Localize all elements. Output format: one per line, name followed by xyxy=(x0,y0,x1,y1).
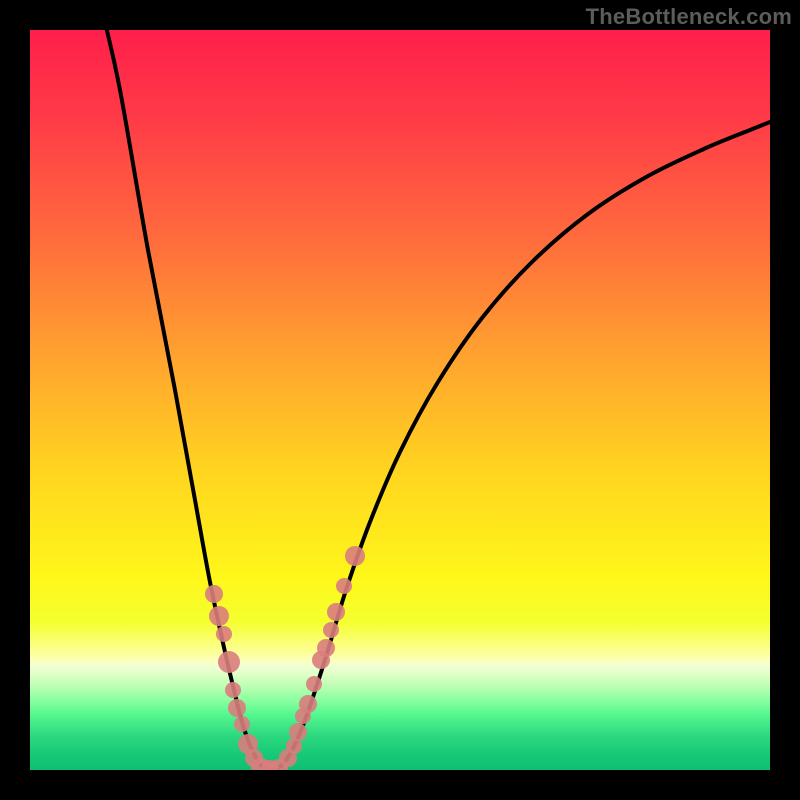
data-marker xyxy=(205,585,223,603)
data-marker xyxy=(323,622,339,638)
data-marker xyxy=(225,682,241,698)
data-marker xyxy=(289,723,307,741)
bottleneck-curve xyxy=(102,30,770,770)
data-marker xyxy=(299,695,317,713)
chart-frame: TheBottleneck.com xyxy=(0,0,800,800)
data-marker xyxy=(234,716,250,732)
data-marker xyxy=(209,606,229,626)
plot-area xyxy=(30,30,770,770)
data-marker xyxy=(216,626,232,642)
data-marker xyxy=(327,603,345,621)
data-marker xyxy=(228,699,246,717)
watermark-text: TheBottleneck.com xyxy=(586,4,792,30)
chart-overlay xyxy=(30,30,770,770)
data-markers xyxy=(205,546,365,770)
data-marker xyxy=(317,639,335,657)
data-marker xyxy=(306,676,322,692)
data-marker xyxy=(336,578,352,594)
data-marker xyxy=(218,651,240,673)
data-marker xyxy=(345,546,365,566)
